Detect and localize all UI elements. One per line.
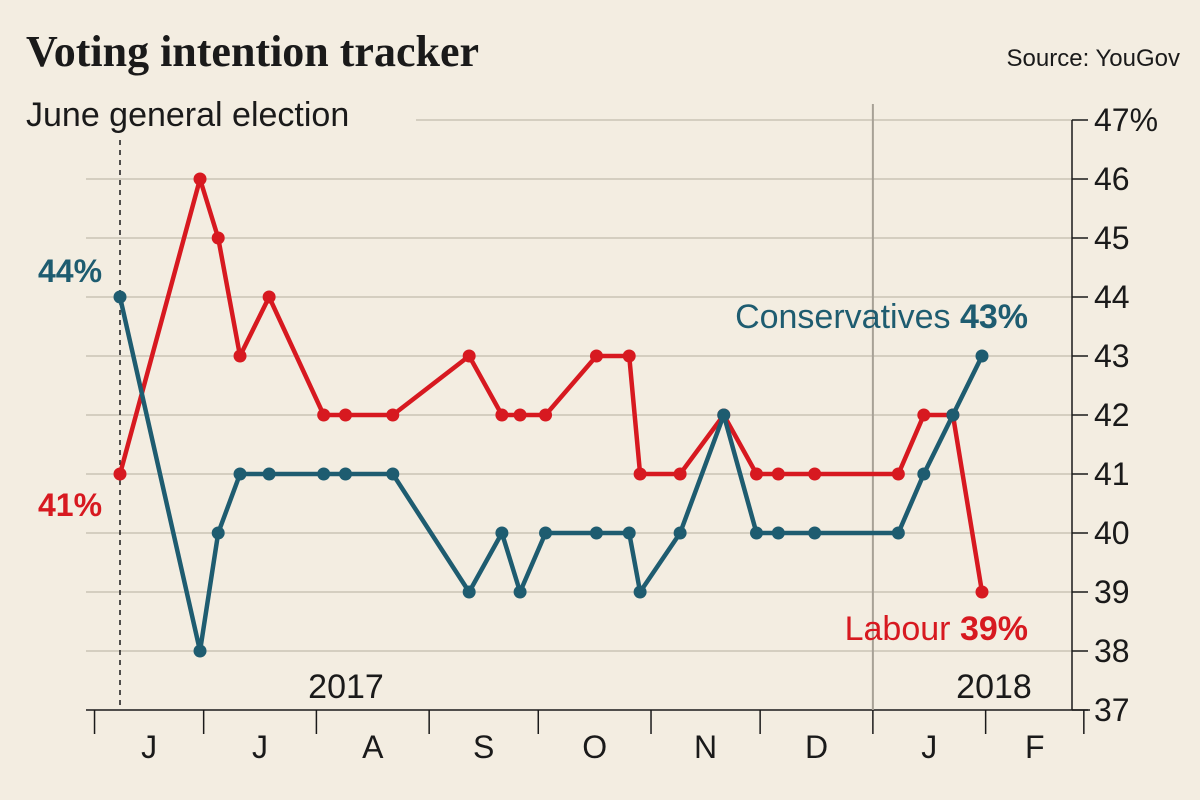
data-point [317, 467, 331, 481]
data-point [233, 349, 247, 363]
y-tick-label: 42 [1094, 397, 1130, 433]
series-line-labour [117, 176, 985, 593]
y-tick-label: 41 [1094, 456, 1130, 492]
data-point [673, 526, 687, 540]
x-tick-label: D [805, 729, 828, 765]
year-label-2018: 2018 [956, 668, 1032, 706]
y-tick-label: 44 [1094, 279, 1130, 315]
data-point [633, 585, 647, 599]
data-point [462, 585, 476, 599]
x-tick-label: J [921, 729, 937, 765]
x-tick-label: S [473, 729, 494, 765]
data-point [589, 526, 603, 540]
data-point [622, 349, 636, 363]
data-point [233, 467, 247, 481]
data-point [513, 585, 527, 599]
data-point [975, 349, 989, 363]
start-label-conservatives: 44% [38, 253, 102, 289]
data-point [495, 408, 509, 422]
election-annotation: June general election [26, 96, 349, 134]
data-point [495, 526, 509, 540]
data-point [749, 467, 763, 481]
year-label-2017: 2017 [308, 668, 384, 706]
y-tick-label: 43 [1094, 338, 1130, 374]
data-point [717, 408, 731, 422]
y-tick-label: 47% [1094, 102, 1158, 138]
data-point [808, 526, 822, 540]
y-tick-label: 39 [1094, 574, 1130, 610]
x-tick-label: F [1025, 729, 1045, 765]
start-label-labour: 41% [38, 487, 102, 523]
data-point [211, 526, 225, 540]
data-point [113, 290, 127, 304]
data-point [513, 408, 527, 422]
data-point [193, 644, 207, 658]
data-point [917, 408, 931, 422]
series-group [113, 172, 989, 658]
data-point [808, 467, 822, 481]
x-tick-label: A [362, 729, 384, 765]
data-point [386, 408, 400, 422]
data-point [917, 467, 931, 481]
data-point [946, 408, 960, 422]
x-tick-label: N [694, 729, 717, 765]
end-label-labour: Labour 39% [845, 610, 1028, 648]
data-point [339, 467, 353, 481]
data-point [771, 526, 785, 540]
data-point [113, 467, 127, 481]
series-name: Conservatives [735, 298, 960, 336]
data-point [539, 526, 553, 540]
series-labels: 47% 46 45 44 43 42 41 40 39 38 37 J J A S O N D J F 44% 41% Co… [38, 102, 1158, 765]
data-point [462, 349, 476, 363]
chart-title: Voting intention tracker [26, 27, 479, 76]
data-point [193, 172, 207, 186]
x-tick-label: J [141, 729, 157, 765]
data-point [339, 408, 353, 422]
data-point [891, 467, 905, 481]
data-point [749, 526, 763, 540]
series-end-value: 39% [960, 610, 1028, 648]
data-point [589, 349, 603, 363]
end-label-conservatives: Conservatives 43% [735, 298, 1028, 336]
data-point [673, 467, 687, 481]
data-point [211, 231, 225, 245]
y-tick-label: 38 [1094, 633, 1130, 669]
data-point [771, 467, 785, 481]
data-point [539, 408, 553, 422]
y-tick-label: 40 [1094, 515, 1130, 551]
chart-source: Source: YouGov [1007, 45, 1180, 72]
data-point [262, 467, 276, 481]
series-name: Labour [845, 610, 960, 648]
data-point [317, 408, 331, 422]
series-end-value: 43% [960, 298, 1028, 336]
data-point [633, 467, 647, 481]
data-point [975, 585, 989, 599]
x-tick-label: O [582, 729, 607, 765]
data-point [386, 467, 400, 481]
x-tick-label: J [252, 729, 268, 765]
data-point [622, 526, 636, 540]
y-tick-label: 45 [1094, 220, 1130, 256]
y-tick-label: 37 [1094, 692, 1130, 728]
y-tick-label: 46 [1094, 161, 1130, 197]
axes [86, 104, 1090, 734]
gridlines [86, 119, 1072, 652]
data-point [891, 526, 905, 540]
data-point [262, 290, 276, 304]
